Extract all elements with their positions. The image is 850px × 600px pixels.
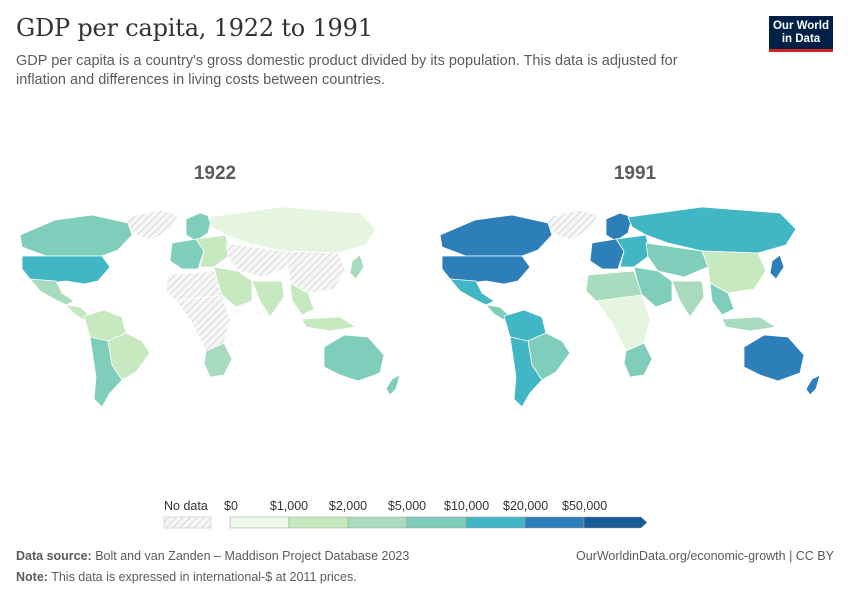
- maps-svg: [19, 206, 821, 408]
- region-australia[interactable]: [743, 334, 805, 382]
- region-south-africa[interactable]: [203, 342, 233, 378]
- logo-line-1: Our World: [772, 20, 829, 32]
- legend-tick-3: $5,000: [387, 499, 427, 513]
- logo-line-2: in Data: [781, 33, 821, 45]
- map-title-left: 1922: [193, 163, 237, 184]
- legend-tick-5: $20,000: [503, 499, 549, 513]
- legend-nodata-swatch: [163, 516, 212, 529]
- source-line: Data source: Bolt and van Zanden – Maddi…: [16, 549, 409, 563]
- map-title-right: 1991: [613, 163, 657, 184]
- region-mexico[interactable]: [449, 278, 495, 306]
- note-label: Note:: [16, 570, 48, 584]
- chart-subtitle: GDP per capita is a country's gross dome…: [16, 53, 678, 88]
- legend-svg: [163, 516, 648, 529]
- region-southeast-asia[interactable]: [289, 282, 315, 316]
- region-southeast-asia[interactable]: [709, 282, 735, 316]
- legend-tick-4: $10,000: [444, 499, 490, 513]
- region-scandinavia[interactable]: [605, 212, 633, 242]
- region-australia[interactable]: [323, 334, 385, 382]
- chart-title: GDP per capita, 1922 to 1991: [16, 14, 373, 42]
- source-url-link[interactable]: OurWorldinData.org/economic-growth | CC …: [576, 549, 834, 563]
- legend-bin-2[interactable]: [347, 516, 408, 529]
- source-label: Data source:: [16, 549, 92, 563]
- legend-bin-4[interactable]: [465, 516, 526, 529]
- legend-tick-6: $50,000: [562, 499, 608, 513]
- region-canada[interactable]: [439, 214, 553, 257]
- region-new-zealand[interactable]: [385, 374, 401, 396]
- region-new-zealand[interactable]: [805, 374, 821, 396]
- owid-logo[interactable]: Our World in Data: [769, 16, 833, 52]
- region-mexico[interactable]: [29, 278, 75, 306]
- region-greenland[interactable]: [545, 209, 599, 241]
- region-southern-cone[interactable]: [509, 336, 543, 408]
- region-central-africa[interactable]: [595, 294, 651, 352]
- region-japan[interactable]: [349, 254, 365, 280]
- legend-bin-0[interactable]: [229, 516, 290, 529]
- world-map-1991: [439, 206, 821, 408]
- note-text: This data is expressed in international-…: [51, 570, 357, 584]
- legend-tick-2: $2,000: [328, 499, 368, 513]
- legend-tick-1: $1,000: [269, 499, 309, 513]
- region-scandinavia[interactable]: [185, 212, 213, 242]
- legend-nodata-label: No data: [164, 499, 208, 513]
- region-central-africa[interactable]: [175, 294, 231, 352]
- legend-tick-0: $0: [224, 499, 238, 513]
- world-map-1922: [19, 206, 401, 408]
- legend-bin-1[interactable]: [288, 516, 349, 529]
- region-china[interactable]: [701, 250, 767, 294]
- region-india[interactable]: [671, 280, 705, 318]
- region-japan[interactable]: [769, 254, 785, 280]
- region-china[interactable]: [281, 250, 347, 294]
- source-text[interactable]: Bolt and van Zanden – Maddison Project D…: [95, 549, 410, 563]
- region-usa[interactable]: [441, 255, 531, 285]
- region-indonesia[interactable]: [301, 316, 357, 332]
- region-southern-cone[interactable]: [89, 336, 123, 408]
- legend-bin-3[interactable]: [406, 516, 467, 529]
- legend-bin-5[interactable]: [524, 516, 585, 529]
- note-line: Note: This data is expressed in internat…: [16, 570, 357, 584]
- region-greenland[interactable]: [125, 209, 179, 241]
- region-indonesia[interactable]: [721, 316, 777, 332]
- region-south-africa[interactable]: [623, 342, 653, 378]
- region-india[interactable]: [251, 280, 285, 318]
- region-canada[interactable]: [19, 214, 133, 257]
- region-usa[interactable]: [21, 255, 111, 285]
- legend-bin-6[interactable]: [583, 516, 648, 529]
